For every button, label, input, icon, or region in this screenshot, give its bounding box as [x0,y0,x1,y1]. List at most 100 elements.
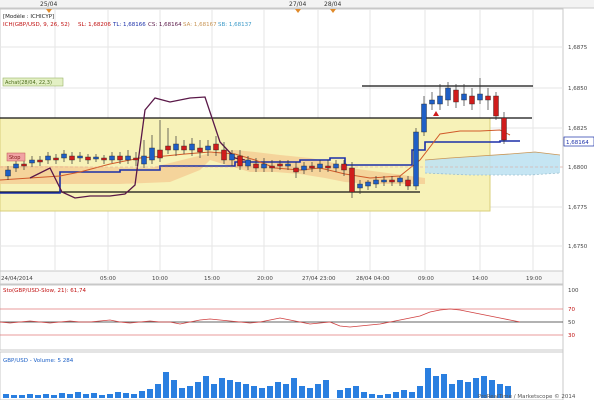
volume-bar [323,380,329,398]
volume-bar [75,392,81,398]
candle [397,177,403,183]
candle [181,145,187,151]
candle [461,93,467,101]
volume-bar [51,395,57,398]
price-axis-label: 1,6750 [568,244,588,250]
volume-bar [123,393,129,398]
left-stop-tag[interactable] [6,152,26,162]
candle [149,147,155,161]
volume-bar [353,386,359,398]
time-axis-label: 24/04/2014 [1,276,33,282]
time-axis-label: 05:00 [100,276,116,282]
volume-bar [425,368,431,398]
buy-annotation: Achat(28/04, 22,3) [5,80,52,86]
stochastic-line [0,308,521,328]
candle [77,155,83,159]
volume-bar [259,388,265,398]
volume-bar [83,394,89,398]
volume-bar [465,382,471,398]
candle [277,163,283,167]
volume-bar [401,390,407,398]
candle [109,155,115,161]
header-sb: SB: 1,68137 [218,22,252,28]
volume-bar [179,388,185,398]
price-axis-label: 1,6825 [568,126,588,132]
volume-bar [115,392,121,398]
volume-bar [337,390,343,398]
volume-title: GBP/USD - Volume: 5 284 [3,358,74,364]
candle [269,165,275,169]
ichimoku-cloud [0,150,425,184]
volume-bar [43,394,49,398]
volume-bar [361,392,367,398]
candle [341,163,347,171]
volume-bar [163,372,169,398]
volume-bar [283,384,289,398]
current-price-tag [563,136,594,147]
candle [221,149,227,161]
volume-bar [227,380,233,398]
volume-bar [377,395,383,398]
volume-bar [267,386,273,398]
volume-bar [307,388,313,398]
price-axis: 1,6875 1,6850 1,6825 1,6800 1,6775 1,675… [568,45,588,250]
candle [101,157,107,161]
candle [125,155,131,161]
candle [381,179,387,183]
header-sa: SA: 1,68167 [183,22,217,28]
top-marker-b-label: 27/04 [289,1,306,8]
candle [493,95,499,117]
volume-bar [369,394,375,398]
volume-bar [299,386,305,398]
candle [357,183,363,189]
volume-bar [59,393,65,398]
candle [365,181,371,187]
volume-bar [505,386,511,398]
candle [293,167,299,173]
volume-bar [481,376,487,398]
top-marker-a: 25/04 [40,1,57,13]
buy-annotation-box[interactable] [2,77,64,87]
candle [93,156,99,160]
volume-bar [449,384,455,398]
volume-bar [211,384,217,398]
volume-bar [11,395,17,398]
stochastic-axis-label: 70 [568,307,575,313]
candle [29,159,35,164]
candle [53,157,59,161]
time-axis-label: 10:00 [152,276,168,282]
stochastic-axis-label: 50 [568,320,575,326]
candle [285,163,291,167]
volume-bar [291,378,297,398]
candle [165,145,171,151]
candle [477,93,483,101]
volume-bar [235,382,241,398]
candle [373,179,379,185]
volume-bar [171,380,177,398]
candle [205,145,211,151]
candle [157,149,163,159]
candle [173,143,179,151]
candle [429,99,435,105]
candle [421,103,427,133]
candle [197,147,203,153]
candle [317,163,323,169]
volume-bar [251,386,257,398]
candlestick-series [5,78,507,198]
copyright: ProRealTime / Marketscope © 2014 [478,393,576,400]
candle [301,165,307,171]
volume-bar [433,376,439,398]
candle [37,159,43,163]
candle [213,143,219,151]
candle [453,89,459,103]
candle [5,169,11,177]
candle [189,143,195,151]
volume-bar [393,392,399,398]
stochastic-panel: Sto(GBP/USD-Slow, 21): 61,74 100 70 50 3… [0,288,579,339]
time-axis-label: 09:00 [418,276,434,282]
candle [253,163,259,169]
stochastic-axis-label: 30 [568,333,575,339]
price-axis-label: 1,6800 [568,165,588,171]
